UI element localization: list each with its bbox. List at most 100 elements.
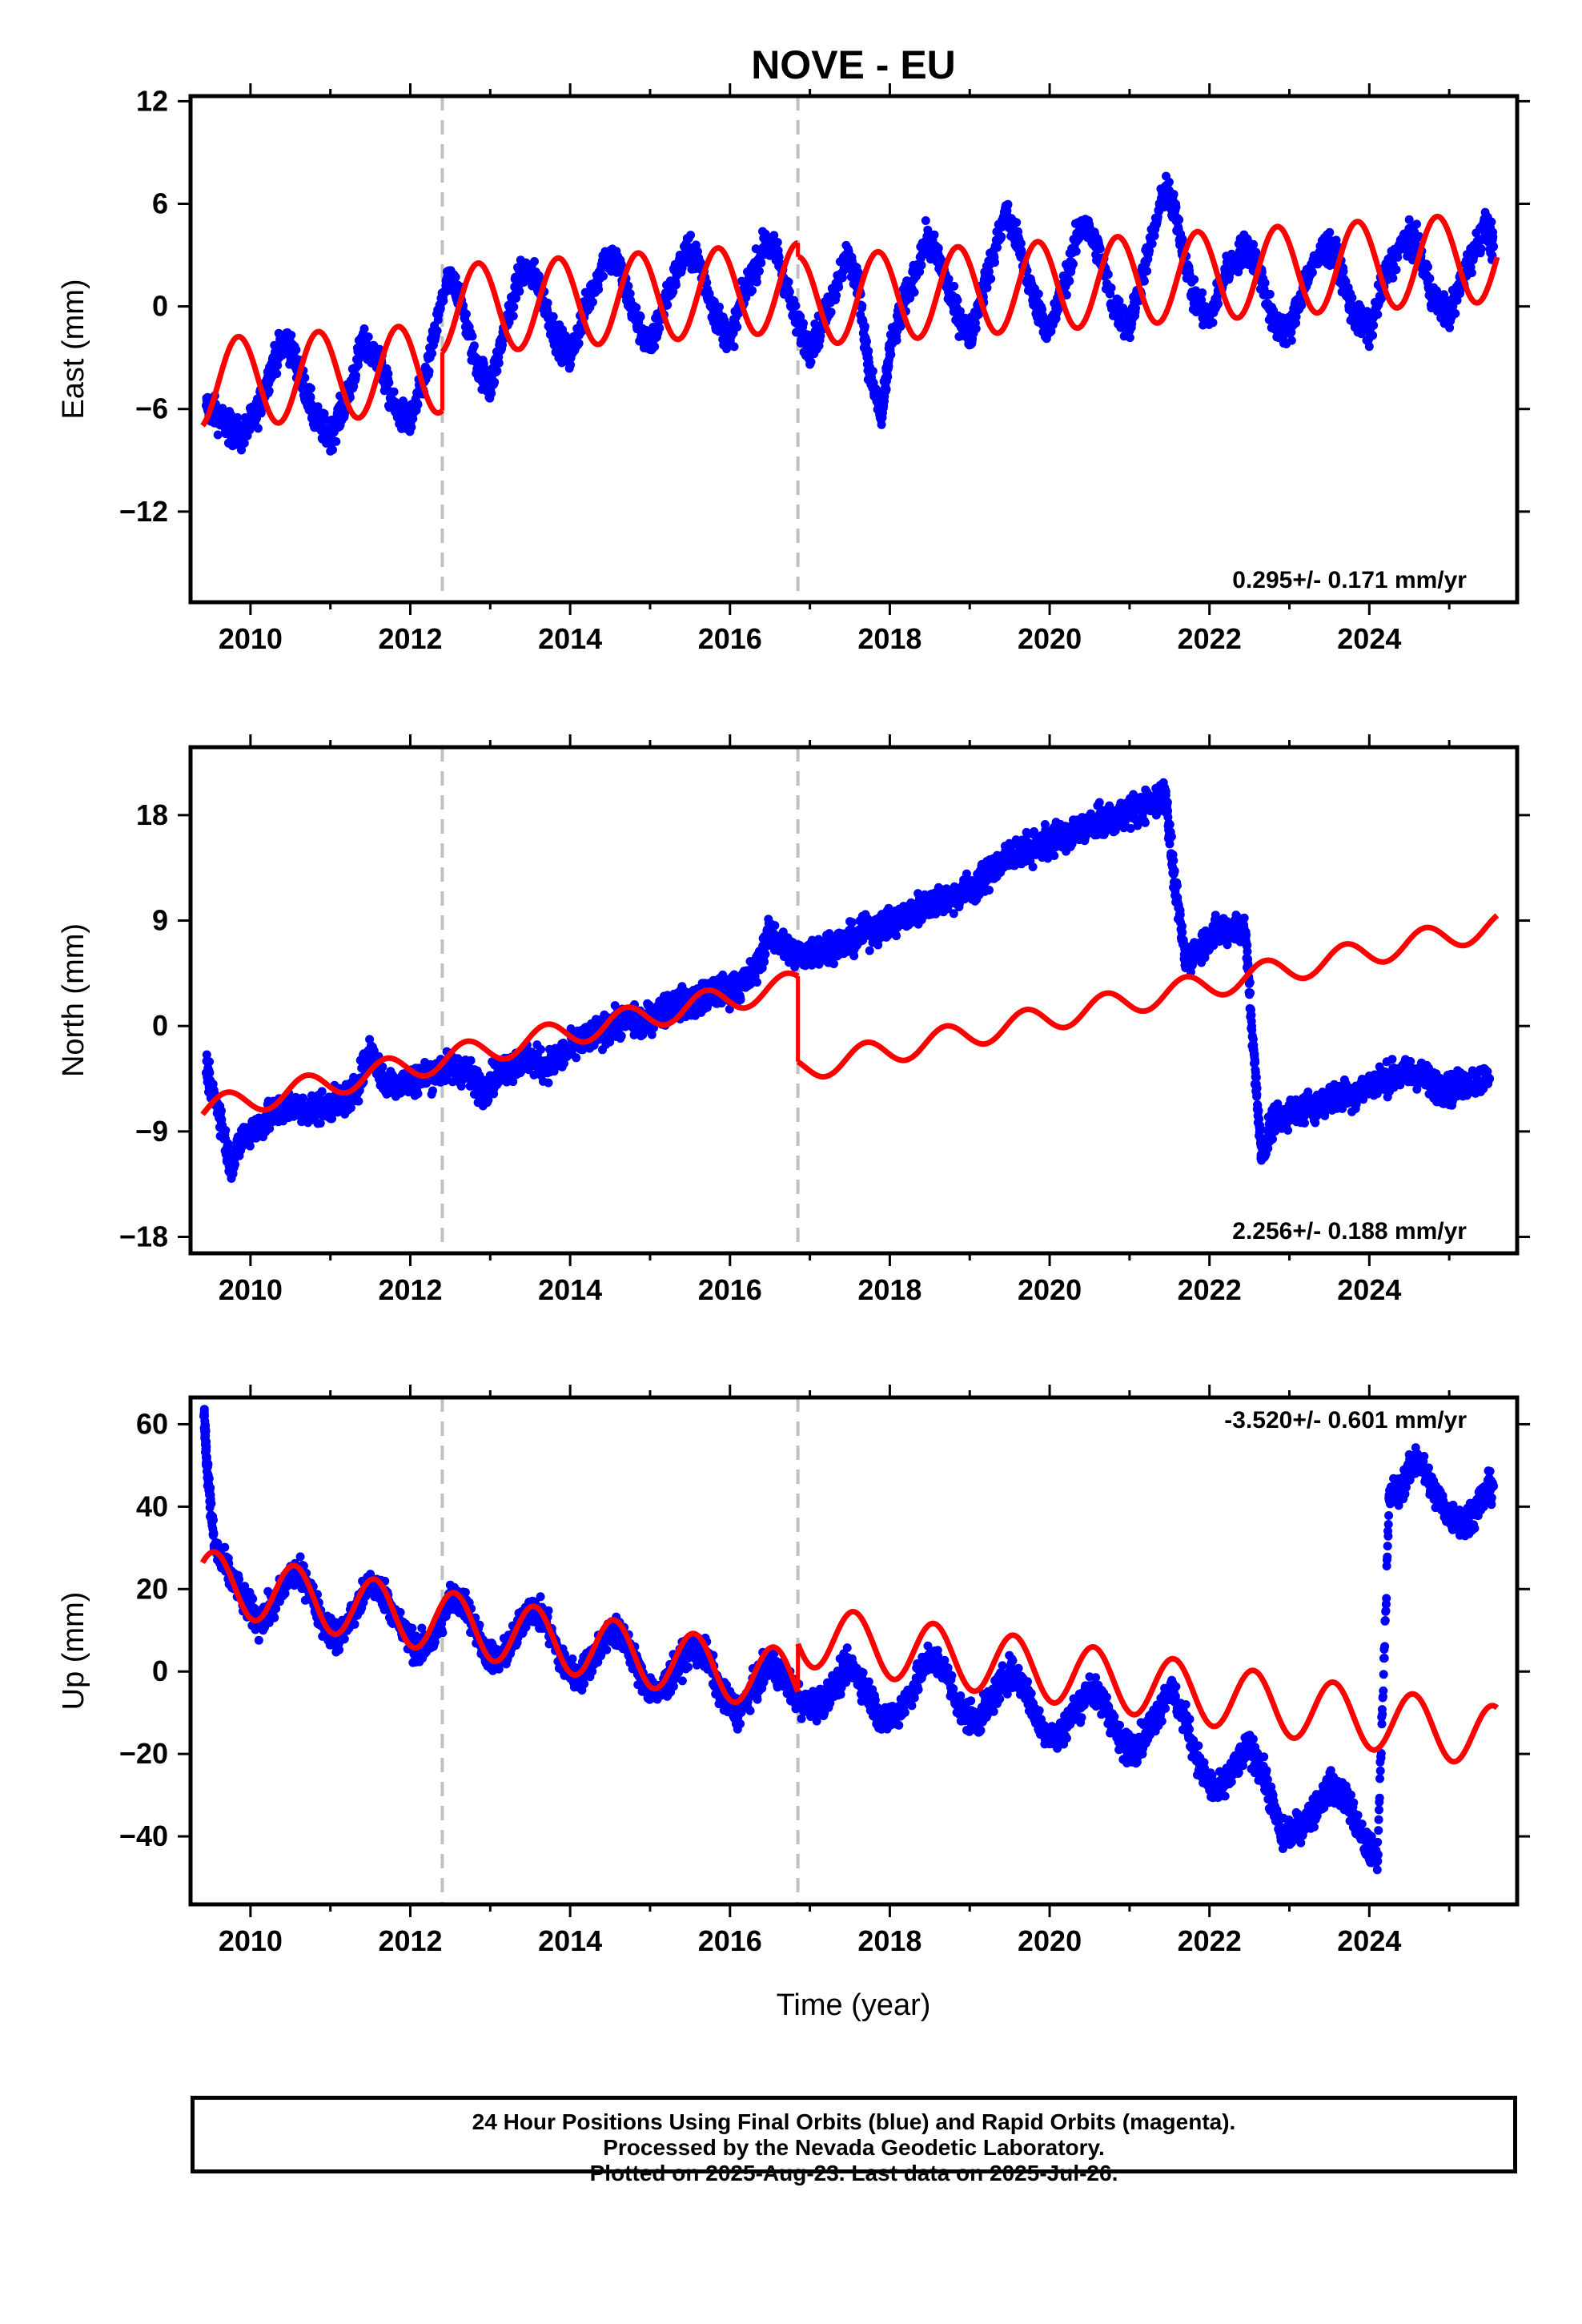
east-observation-point: [1076, 215, 1086, 226]
east-observation-point: [841, 250, 851, 260]
east-data-point: [306, 384, 315, 393]
east-x-tick-label: 2020: [1018, 622, 1082, 655]
east-observation-point: [1045, 327, 1055, 337]
east-data-point: [494, 358, 504, 368]
east-observation-point: [485, 384, 496, 394]
east-x-tick-label: 2024: [1337, 622, 1401, 655]
north-data-point: [299, 1093, 307, 1103]
east-data-point: [1190, 275, 1199, 284]
east-data-point: [624, 281, 633, 291]
east-data-point: [1142, 267, 1152, 275]
east-observation-point: [1320, 241, 1331, 251]
east-observation-point: [1124, 322, 1134, 332]
east-model-curve-0: [200, 324, 444, 428]
east-data-point: [773, 238, 782, 247]
east-data-point: [1197, 296, 1207, 305]
east-observation-point: [885, 344, 895, 354]
east-data-point: [498, 340, 507, 350]
east-y-tick-label: −12: [119, 495, 168, 528]
east-data-points: [201, 171, 1499, 456]
east-data-point: [990, 258, 999, 267]
east-observation-point: [613, 259, 624, 269]
east-observation-point: [644, 344, 655, 354]
east-data-point: [934, 243, 943, 253]
north-data-point: [205, 1057, 214, 1067]
east-observation-point: [1444, 310, 1455, 320]
east-data-point: [950, 281, 959, 291]
east-data-point: [671, 280, 681, 290]
east-data-point: [1145, 246, 1154, 255]
east-x-tick-label: 2010: [219, 622, 283, 655]
east-data-point: [515, 287, 524, 296]
east-observation-point: [389, 404, 400, 414]
east-observation-point: [1480, 219, 1491, 230]
east-observation-point: [213, 411, 223, 421]
north-data-point: [428, 1086, 437, 1096]
north-data-point: [354, 1096, 363, 1106]
east-data-point: [632, 303, 641, 312]
east-data-point: [862, 336, 871, 346]
east-observation-point: [725, 336, 735, 346]
east-data-point: [896, 322, 905, 331]
east-data-point: [461, 309, 471, 319]
east-data-point: [806, 357, 816, 367]
east-plot-area: [200, 96, 1500, 602]
north-data-point: [223, 1139, 233, 1148]
east-x-tick-label: 2022: [1178, 622, 1242, 655]
north-data-point: [245, 1141, 255, 1151]
east-data-point: [594, 284, 604, 294]
east-data-point: [1445, 323, 1455, 332]
east-data-point: [769, 231, 779, 240]
north-data-point: [265, 1124, 275, 1133]
east-data-point: [548, 312, 558, 321]
east-observation-point: [1140, 259, 1150, 269]
east-data-point: [722, 344, 731, 354]
east-data-point: [1249, 239, 1259, 249]
east-observation-point: [1092, 241, 1102, 251]
east-observation-point: [469, 352, 480, 363]
east-data-point: [655, 324, 665, 333]
east-data-point: [754, 267, 764, 276]
east-data-point: [971, 324, 981, 333]
east-data-point: [363, 332, 373, 342]
east-observation-point: [1013, 236, 1023, 247]
east-data-point: [1488, 232, 1498, 242]
chart-title: NOVE - EU: [751, 42, 956, 87]
east-observation-point: [628, 310, 639, 320]
east-data-point: [917, 260, 926, 270]
east-data-point: [1404, 215, 1414, 224]
east-observation-point: [533, 275, 544, 286]
east-data-point: [892, 336, 901, 345]
east-data-point: [468, 332, 477, 341]
east-observation-point: [789, 310, 799, 320]
east-data-point: [997, 232, 1006, 242]
east-observation-point: [441, 275, 452, 286]
east-data-point: [1178, 236, 1187, 245]
east-observation-point: [661, 292, 671, 303]
north-data-point: [544, 1078, 553, 1088]
east-data-point: [306, 392, 315, 402]
east-data-point: [857, 301, 867, 311]
east-observation-point: [805, 344, 815, 354]
east-data-point: [816, 331, 825, 340]
east-observation-point: [1364, 327, 1375, 337]
east-data-point: [1347, 293, 1357, 303]
east-data-point: [213, 430, 223, 440]
east-observation-point: [1204, 315, 1215, 325]
east-observation-point: [1188, 292, 1199, 303]
north-data-point: [536, 1045, 545, 1054]
north-data-point: [221, 1126, 231, 1135]
east-data-point: [1198, 288, 1207, 298]
north-data-point: [202, 1050, 211, 1059]
east-data-point: [1373, 310, 1383, 320]
east-data-point: [993, 243, 1002, 252]
east-observation-point: [357, 339, 367, 349]
east-observation-point: [565, 352, 576, 363]
east-y-axis-label: East (mm): [57, 279, 90, 419]
east-observation-point: [965, 332, 975, 343]
east-observation-point: [761, 236, 771, 247]
east-data-point: [543, 298, 552, 308]
east-data-point: [1331, 235, 1341, 245]
